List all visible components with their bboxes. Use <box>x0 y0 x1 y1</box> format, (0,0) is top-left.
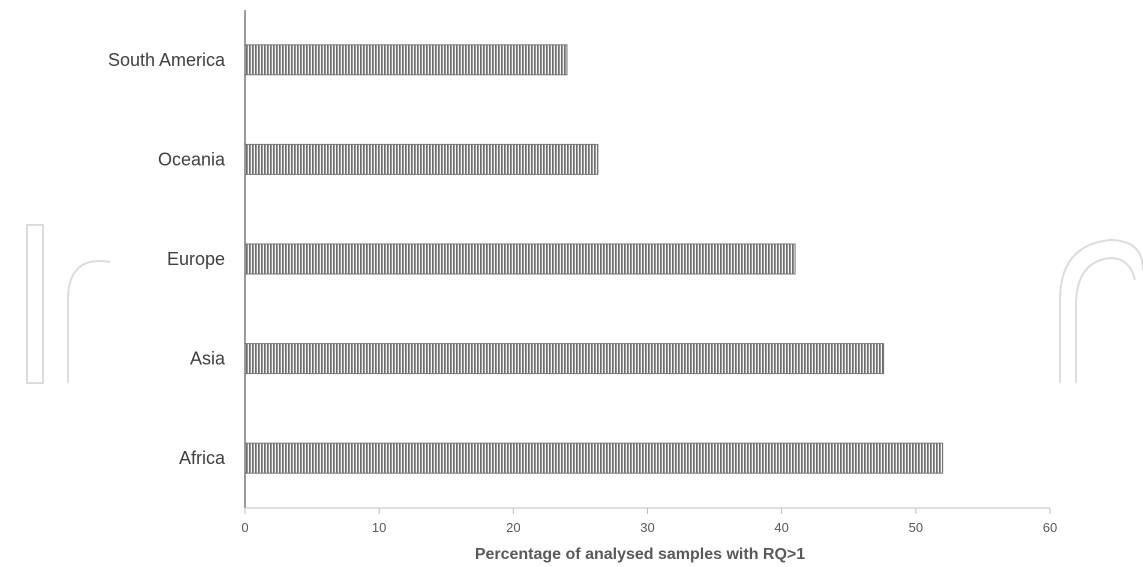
category-label: South America <box>108 50 226 70</box>
bar-africa <box>244 442 944 474</box>
bar-oceania <box>244 143 599 175</box>
watermark-graphic <box>26 224 1143 384</box>
category-label: Africa <box>179 448 226 468</box>
x-tick-labels: 0 10 20 30 40 50 60 <box>241 520 1057 535</box>
x-axis-title: Percentage of analysed samples with RQ>1 <box>475 546 805 563</box>
category-label: Asia <box>190 349 226 369</box>
x-tick-label: 50 <box>909 520 923 535</box>
x-tick-label: 30 <box>640 520 654 535</box>
category-labels: South America Oceania Europe Asia Africa <box>108 50 226 468</box>
category-label: Europe <box>167 249 225 269</box>
bar-asia <box>244 343 885 375</box>
x-tick-label: 10 <box>372 520 386 535</box>
axes <box>244 10 1051 514</box>
bar-south-america <box>244 44 568 76</box>
x-tick-label: 60 <box>1043 520 1057 535</box>
bars-group <box>244 44 944 474</box>
x-tick-label: 20 <box>506 520 520 535</box>
x-tick-label: 0 <box>241 520 248 535</box>
x-tick-label: 40 <box>774 520 788 535</box>
bar-europe <box>244 243 796 275</box>
category-label: Oceania <box>158 149 226 169</box>
